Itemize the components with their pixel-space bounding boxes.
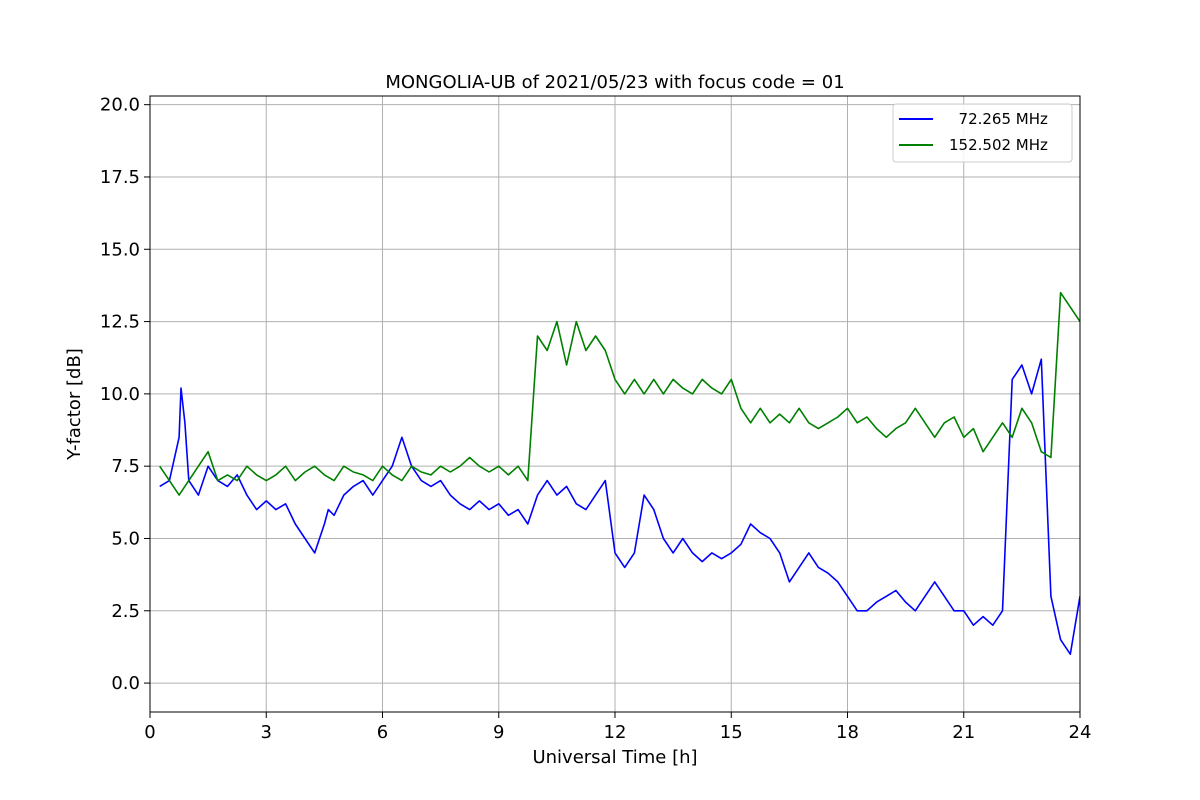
y-tick-label: 20.0: [100, 95, 140, 116]
x-tick-label: 9: [493, 722, 504, 743]
legend-label: 72.265 MHz: [949, 110, 1048, 128]
x-axis-title: Universal Time [h]: [532, 747, 697, 768]
y-tick-label: 5.0: [111, 528, 140, 549]
series-line-1: [159, 358, 1080, 656]
ticks: 0 3 6 9 12 15 18 21 24 0.0 2.5 5.0 7.5 10.0 12.5 15.0 17…: [100, 95, 1092, 743]
y-tick-label: 0.0: [111, 673, 140, 694]
y-tick-label: 10.0: [100, 384, 140, 405]
y-tick-label: 2.5: [111, 601, 140, 622]
y-tick-label: 12.5: [100, 312, 140, 333]
legend: 72.265 MHz 152.502 MHz: [892, 103, 1073, 163]
x-tick-label: 15: [720, 722, 743, 743]
x-tick-label: 24: [1069, 722, 1092, 743]
y-tick-label: 7.5: [111, 456, 140, 477]
x-tick-label: 18: [836, 722, 859, 743]
x-tick-label: 21: [952, 722, 975, 743]
x-tick-label: 12: [604, 722, 627, 743]
series-layer: [159, 291, 1080, 656]
chart-title: MONGOLIA-UB of 2021/05/23 with focus cod…: [385, 72, 844, 93]
y-tick-label: 17.5: [100, 167, 140, 188]
y-tick-label: 15.0: [100, 239, 140, 260]
x-tick-label: 0: [144, 722, 155, 743]
legend-box: [892, 103, 1073, 163]
x-tick-label: 3: [261, 722, 272, 743]
y-axis-title: Y-factor [dB]: [64, 348, 85, 461]
legend-label: 152.502 MHz: [949, 136, 1048, 154]
series-line-2: [159, 291, 1080, 496]
x-tick-label: 6: [377, 722, 388, 743]
